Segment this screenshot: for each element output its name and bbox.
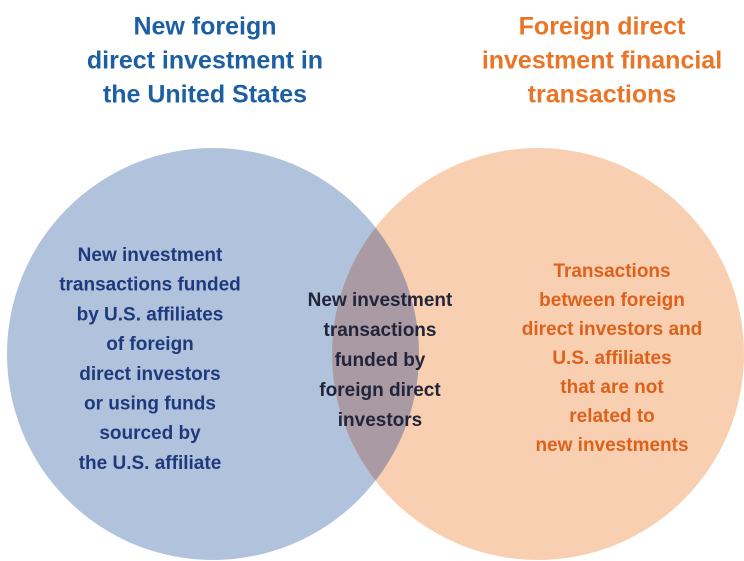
right-region-text: between foreign (539, 290, 685, 311)
left-region-text: New investment (78, 245, 223, 266)
overlap-region-text: New investment (308, 290, 453, 311)
right-region-text: new investments (535, 435, 688, 456)
left-region-text: direct investors (79, 364, 221, 385)
overlap-region-text: foreign direct (319, 380, 441, 401)
left-region-text: or using funds (84, 394, 216, 415)
left-region-text: of foreign (106, 334, 194, 355)
right-region-text: related to (569, 406, 655, 427)
left-region-text: sourced by (99, 423, 201, 444)
right-title: transactions (528, 81, 677, 109)
left-title: New foreign (133, 13, 276, 41)
right-region-text: that are not (560, 377, 664, 398)
left-region-text: the U.S. affiliate (79, 453, 222, 474)
right-title: Foreign direct (519, 13, 686, 41)
left-region-text: transactions funded (59, 275, 241, 296)
labels: New foreign direct investment in the Unite… (59, 13, 722, 474)
right-region-text: Transactions (553, 261, 670, 282)
left-circle (7, 148, 419, 560)
left-region-text: by U.S. affiliates (77, 304, 224, 325)
right-region-text: U.S. affiliates (552, 348, 671, 369)
overlap-region-text: investors (338, 410, 422, 431)
overlap-region-text: funded by (335, 350, 426, 371)
left-title: the United States (103, 81, 307, 109)
right-circle (332, 148, 744, 560)
right-title: investment financial (482, 47, 722, 75)
overlap-region-text: transactions (324, 320, 437, 341)
right-region-text: direct investors and (522, 319, 703, 340)
left-title: direct investment in (87, 47, 323, 75)
